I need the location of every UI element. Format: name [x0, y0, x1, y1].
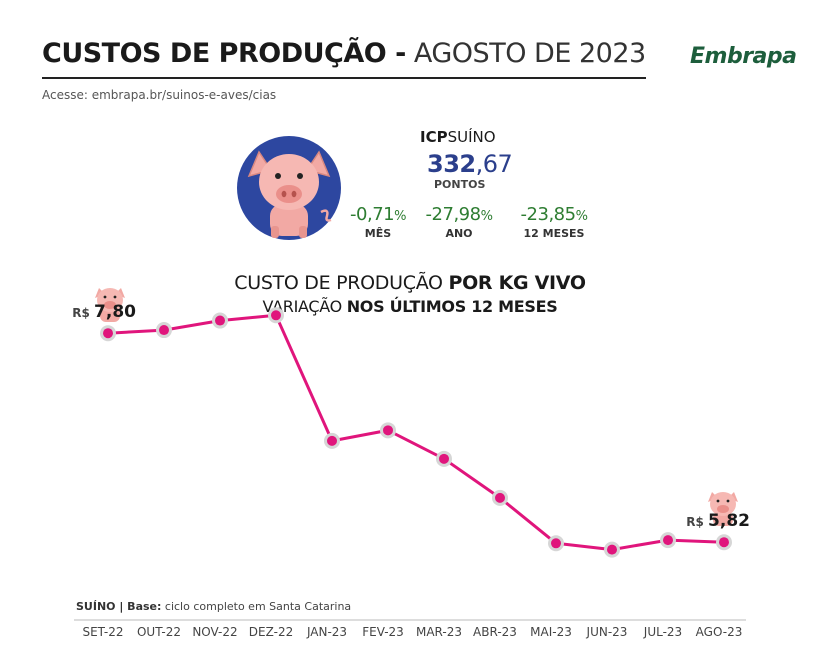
chart-title-bold: POR KG VIVO: [448, 272, 586, 294]
title-light: AGOSTO DE 2023: [413, 38, 646, 69]
value-label: R$ 5,82: [686, 511, 750, 531]
title-divider: [42, 77, 646, 79]
data-point: [159, 325, 169, 336]
variation-month: -0,71% MÊS: [348, 204, 408, 240]
data-point: [719, 537, 729, 548]
x-tick-label: FEV-23: [362, 625, 404, 639]
icp-value-dec: ,67: [475, 150, 513, 178]
pig-disc-icon: [237, 136, 341, 240]
x-tick-label: MAR-23: [416, 625, 462, 639]
icp-value-int: 332: [427, 150, 476, 178]
x-tick-label: OUT-22: [137, 625, 181, 639]
pig-mascot-icon: [708, 492, 738, 526]
x-tick-label: AGO-23: [696, 625, 743, 639]
x-tick-label: ABR-23: [473, 625, 517, 639]
data-point: [607, 544, 617, 555]
icp-value: 332,67: [427, 150, 513, 178]
x-tick-label: DEZ-22: [249, 625, 293, 639]
chart-title-light: CUSTO DE PRODUÇÃO: [234, 272, 449, 294]
title-bold: CUSTOS DE PRODUÇÃO -: [42, 38, 406, 69]
icp-label: ICPSUÍNO: [420, 128, 496, 146]
variation-month-value: -0,71: [350, 204, 395, 225]
data-point: [663, 535, 673, 546]
pig-mascot-icon: [95, 288, 125, 322]
chart-subtitle-bold: NOS ÚLTIMOS 12 MESES: [346, 297, 558, 316]
x-tick-label: JUL-23: [643, 625, 682, 639]
data-point: [215, 315, 225, 326]
variation-month-label: MÊS: [364, 227, 392, 240]
embrapa-logo: Embrapa: [690, 44, 797, 69]
chart-title: CUSTO DE PRODUÇÃO POR KG VIVO: [0, 272, 820, 294]
x-tick-label: JUN-23: [586, 625, 628, 639]
data-point: [383, 425, 393, 436]
source-text: Acesse: embrapa.br/suinos-e-aves/cias: [42, 88, 277, 102]
value-label: R$ 7,80: [72, 302, 136, 322]
footnote-bold: SUÍNO | Base:: [76, 600, 162, 613]
data-point: [103, 328, 113, 339]
variation-year-value: -27,98: [425, 204, 482, 225]
variation-year-label: ANO: [445, 227, 473, 240]
data-point: [551, 538, 561, 549]
footnote-text: ciclo completo em: [161, 600, 270, 613]
x-tick-label: SET-22: [82, 625, 123, 639]
variation-12m-suffix: %: [575, 209, 588, 224]
footnote-place: Santa Catarina: [269, 600, 352, 613]
x-tick-label: NOV-22: [192, 625, 237, 639]
data-point: [271, 310, 281, 321]
data-point: [439, 453, 449, 464]
x-tick-label: MAI-23: [530, 625, 572, 639]
variation-12-months: -23,85% 12 MESES: [514, 204, 594, 240]
variation-year-suffix: %: [480, 209, 493, 224]
x-tick-label: JAN-23: [306, 625, 347, 639]
series-line: [107, 313, 725, 552]
page-title: CUSTOS DE PRODUÇÃO - AGOSTO DE 2023: [42, 38, 646, 69]
data-point: [327, 435, 337, 446]
icp-label-rest: SUÍNO: [447, 128, 496, 146]
variation-month-suffix: %: [394, 209, 406, 224]
data-point: [495, 492, 505, 503]
icp-label-bold: ICP: [420, 128, 448, 146]
variation-year: -27,98% ANO: [420, 204, 498, 240]
variation-12m-label: 12 MESES: [523, 227, 585, 240]
footnote: SUÍNO | Base: ciclo completo em Santa Ca…: [76, 600, 351, 613]
variation-12m-value: -23,85: [520, 204, 577, 225]
icp-unit: PONTOS: [434, 178, 486, 191]
